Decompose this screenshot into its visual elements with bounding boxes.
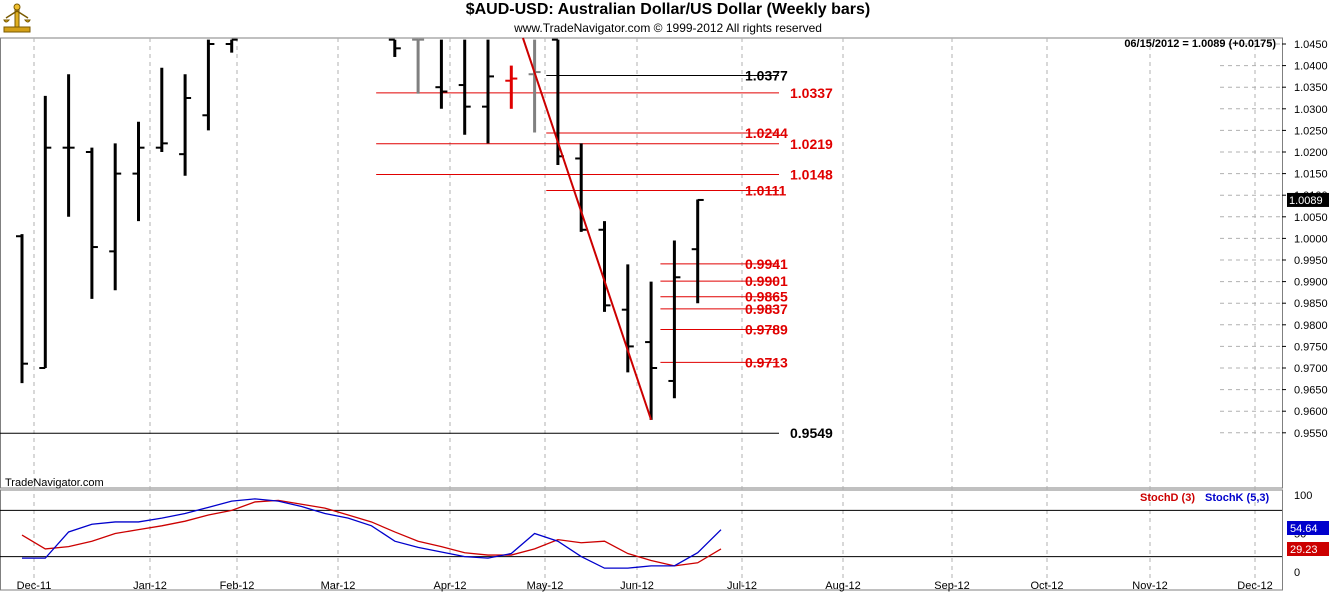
month-label: Feb-12 [220,580,255,592]
level-label: 1.0377 [745,68,788,84]
last-price-readout: 06/15/2012 = 1.0089 (+0.0175) [1124,38,1276,50]
month-label: Jun-12 [620,580,654,592]
month-label: Apr-12 [433,580,466,592]
level-label: 0.9901 [745,273,788,289]
price-tag-bg [1287,192,1329,207]
time-axis: Dec-11 Jan-12 Feb-12 Mar-12 Apr-12 May-12 Jun-… [17,580,1273,592]
price-tick-label: 1.0200 [1294,147,1328,159]
price-tick-label: 0.9750 [1294,341,1328,353]
price-tick-label: 0.9950 [1294,255,1328,267]
stoch-k-last-value: 54.64 [1290,523,1318,535]
month-label: Dec-11 [17,580,52,592]
stoch-series-line [21,499,722,567]
month-label: Dec-12 [1237,580,1272,592]
price-tick-label: 0.9900 [1294,277,1328,289]
level-label: 0.9941 [745,256,788,272]
price-tick-label: 0.9800 [1294,320,1328,332]
legend-stoch-d: StochD (3) [1140,492,1195,504]
price-pane-frame [0,37,1283,489]
stoch-pane-frame [0,489,1283,591]
month-label: Jul-12 [727,580,757,592]
month-label: Sep-12 [934,580,969,592]
stoch-d-tag-bg [1287,542,1329,556]
grid [0,37,1283,591]
legend-stoch-k: StochK (5,3) [1205,492,1270,504]
month-label: Nov-12 [1132,580,1167,592]
level-label: 0.9549 [790,425,833,441]
stoch-tick-label: 0 [1294,567,1300,579]
trendline-segment [522,37,653,421]
price-tick-label: 1.0450 [1294,39,1328,51]
price-tick-label: 0.9700 [1294,363,1328,375]
price-bars [16,38,704,420]
watermark: TradeNavigator.com [5,477,104,489]
price-tick-label: 1.0300 [1294,104,1328,116]
level-label: 1.0111 [745,182,786,198]
price-tick-label: 1.0150 [1294,169,1328,181]
trendline [522,37,653,421]
price-tick-label: 1.0400 [1294,61,1328,73]
price-tick-label: 1.0050 [1294,212,1328,224]
price-tick-label: 1.0250 [1294,125,1328,137]
stoch-tick-label: 100 [1294,490,1312,502]
level-label: 1.0219 [790,136,833,152]
month-label: Mar-12 [321,580,356,592]
price-tick-label: 1.0350 [1294,82,1328,94]
stoch-d-last-value: 29.23 [1290,544,1318,556]
stoch-k-tag-bg [1287,521,1329,535]
month-label: May-12 [527,580,564,592]
level-label: 0.9837 [745,301,788,317]
level-label: 1.0244 [745,125,788,141]
price-tick-label: 0.9850 [1294,298,1328,310]
month-label: Aug-12 [825,580,860,592]
price-axis: 1.0450 1.0400 1.0350 1.0300 1.0250 1.0200 1.01… [5,38,1329,489]
level-label: 0.9713 [745,354,788,370]
level-label: 0.9789 [745,322,788,338]
level-label: 0.9865 [745,289,788,305]
price-tick-label: 1.0000 [1294,233,1328,245]
trade-navigator-logo-icon [3,3,31,33]
price-tick-label: 0.9550 [1294,428,1328,440]
price-tag: 1.0089 [1289,195,1323,207]
level-label: 1.0337 [790,85,833,101]
month-label: Jan-12 [133,580,167,592]
stoch-series-line [22,498,722,569]
price-tick-label: 0.9600 [1294,406,1328,418]
price-tick-label: 0.9650 [1294,385,1328,397]
chart-title: $AUD-USD: Australian Dollar/US Dollar (W… [465,1,871,18]
level-label: 1.0148 [790,166,833,182]
copyright-notice: www.TradeNavigator.com © 1999-2012 All r… [514,21,822,35]
month-label: Oct-12 [1030,580,1063,592]
